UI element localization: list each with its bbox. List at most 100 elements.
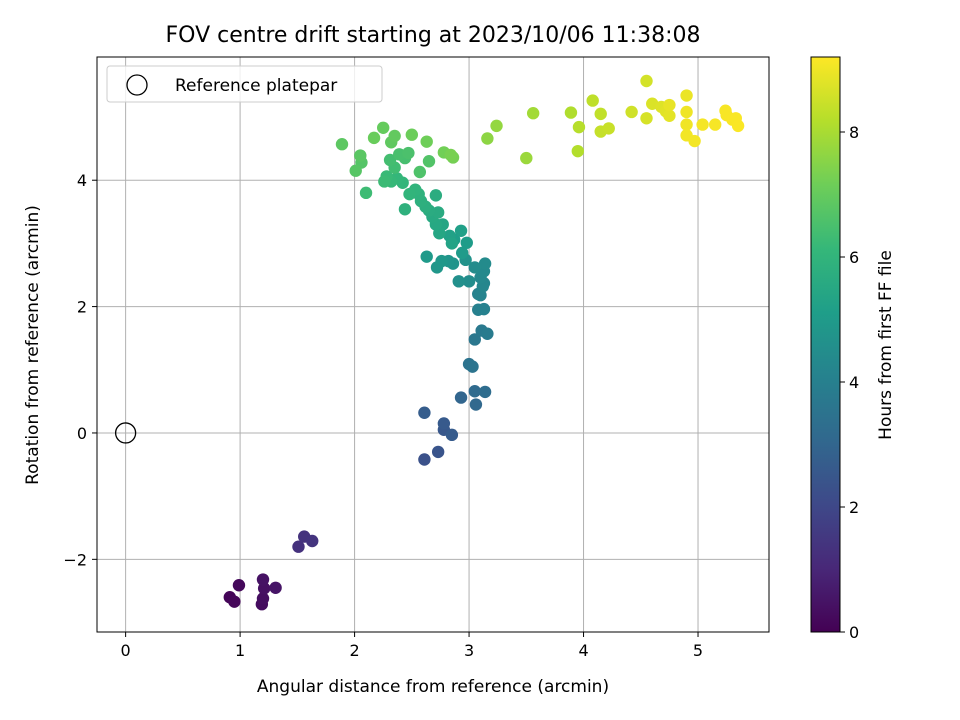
data-point <box>586 94 599 107</box>
data-point <box>403 187 416 201</box>
data-point <box>663 98 676 112</box>
data-point <box>359 186 373 200</box>
y-tick-label: 2 <box>77 298 87 317</box>
data-point <box>696 118 709 131</box>
data-point <box>418 406 431 419</box>
data-point <box>367 131 381 145</box>
y-tick-label: 4 <box>77 171 87 190</box>
data-point <box>388 129 401 143</box>
data-point <box>256 573 270 586</box>
grid-lines <box>97 57 769 632</box>
data-point <box>256 592 270 605</box>
data-point <box>383 153 397 167</box>
colorbar-gradient <box>810 56 841 633</box>
colorbar-tick-label: 6 <box>849 248 859 267</box>
colorbar-tick-label: 2 <box>849 498 859 517</box>
data-point <box>460 236 473 249</box>
legend-reference-marker <box>126 74 148 96</box>
colorbar-ticks: 0 2 4 6 8 <box>840 123 859 642</box>
data-point <box>405 128 419 141</box>
data-point <box>306 534 319 548</box>
data-point <box>594 107 607 121</box>
colorbar: 0 2 4 6 8 Hours from first FF file <box>810 56 896 642</box>
data-point <box>572 120 586 134</box>
data-point <box>468 261 481 274</box>
y-tick-label: −2 <box>63 550 87 569</box>
data-point <box>454 224 468 237</box>
colorbar-tick-label: 4 <box>849 373 859 392</box>
data-point <box>377 121 390 134</box>
data-point <box>625 105 638 119</box>
data-point <box>680 89 693 102</box>
data-point <box>418 453 431 466</box>
data-point <box>477 302 491 316</box>
data-point <box>490 119 503 133</box>
data-point <box>640 112 653 125</box>
x-tick-label: 2 <box>349 641 359 660</box>
data-point <box>398 203 412 216</box>
x-tick-label: 5 <box>693 641 703 660</box>
reference-platepar-marker <box>114 422 137 444</box>
legend: Reference platepar <box>106 65 383 103</box>
data-point <box>269 581 282 594</box>
plot-frame <box>96 56 770 633</box>
data-point <box>520 151 533 165</box>
data-point <box>481 327 494 340</box>
data-point <box>571 144 585 158</box>
data-point <box>232 579 246 592</box>
reference-marker-layer <box>114 422 137 444</box>
data-point <box>731 119 745 133</box>
chart-title: FOV centre drift starting at 2023/10/06 … <box>166 23 701 48</box>
data-point <box>413 165 427 179</box>
data-points <box>223 74 745 611</box>
x-tick-label: 3 <box>464 641 474 660</box>
data-point <box>462 275 476 288</box>
data-point <box>437 417 451 430</box>
data-point <box>420 135 433 148</box>
data-point <box>444 148 457 162</box>
data-point <box>469 398 483 411</box>
colorbar-label: Hours from first FF file <box>876 250 896 440</box>
y-tick-label: 0 <box>77 424 87 443</box>
data-point <box>445 428 459 442</box>
data-point <box>445 237 459 250</box>
x-axis-label: Angular distance from reference (arcmin) <box>257 677 609 697</box>
data-point <box>602 122 615 135</box>
colorbar-tick-label: 0 <box>849 623 859 642</box>
data-point <box>228 595 241 608</box>
data-point <box>708 118 722 131</box>
colorbar-tick-label: 8 <box>849 123 859 142</box>
x-tick-label: 0 <box>121 641 131 660</box>
data-point <box>429 189 443 202</box>
data-point <box>393 148 406 161</box>
data-point <box>564 106 578 119</box>
legend-label-reference: Reference platepar <box>175 76 337 96</box>
data-point <box>354 149 367 162</box>
data-point <box>526 107 540 120</box>
legend-box <box>106 65 383 103</box>
data-point <box>378 175 391 188</box>
data-point <box>478 385 492 399</box>
data-point <box>455 246 469 260</box>
data-point <box>468 333 481 346</box>
data-point <box>680 118 693 131</box>
x-axis-ticks: 0 1 2 3 4 5 <box>121 632 703 660</box>
data-point <box>663 109 676 122</box>
data-point <box>402 146 415 160</box>
data-point <box>431 445 445 459</box>
data-point <box>335 137 349 151</box>
y-axis-label: Rotation from reference (arcmin) <box>23 205 43 485</box>
data-point <box>481 132 494 145</box>
data-point <box>435 254 448 268</box>
data-point <box>640 74 653 88</box>
data-point <box>349 164 362 177</box>
data-point <box>452 275 465 288</box>
data-point <box>688 134 701 148</box>
data-point <box>680 105 693 119</box>
data-point <box>292 540 305 553</box>
data-point <box>420 250 433 263</box>
x-tick-label: 1 <box>235 641 245 660</box>
data-point <box>478 257 492 270</box>
